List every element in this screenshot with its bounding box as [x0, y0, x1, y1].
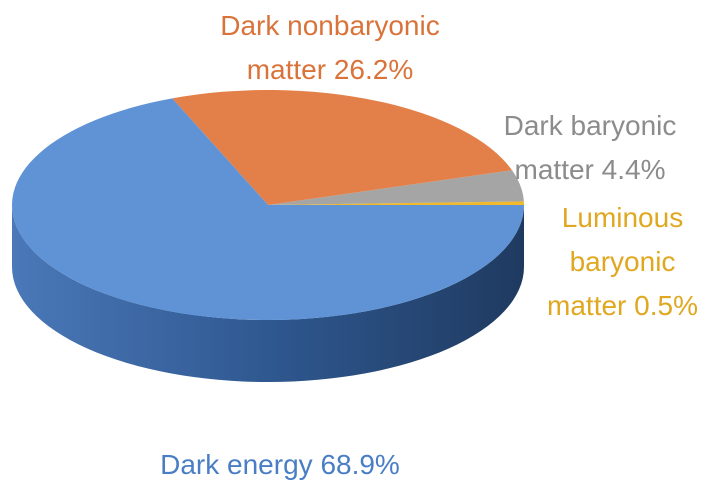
category-name: Dark nonbaryonic matter: [220, 10, 440, 85]
slice-label: Dark baryonic matter 4.4%: [490, 104, 690, 192]
slice-label: Dark nonbaryonic matter 26.2%: [180, 4, 480, 92]
pie-slice: [11, 98, 524, 320]
value-label: 68.9%: [320, 449, 400, 480]
pie-slice: [268, 170, 524, 205]
value-label: 4.4%: [601, 154, 666, 185]
category-name: Dark energy: [160, 449, 313, 480]
pie-slice: [172, 89, 512, 205]
pie-slice: [268, 201, 524, 205]
slice-label: Luminous baryonic matter 0.5%: [535, 196, 710, 328]
category-name: Dark baryonic matter: [503, 110, 677, 185]
pie-side: [12, 205, 524, 382]
value-label: 26.2%: [333, 54, 414, 85]
slice-label: Dark energy 68.9%: [100, 443, 460, 487]
category-name: Luminous baryonic matter: [547, 202, 684, 321]
value-label: 0.5%: [634, 290, 698, 321]
